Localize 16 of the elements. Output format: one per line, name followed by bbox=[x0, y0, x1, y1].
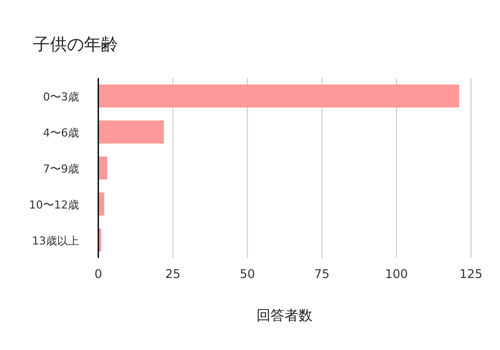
y-tick-label: 0〜3歳 bbox=[43, 90, 79, 104]
bar bbox=[98, 120, 164, 144]
x-tick-label: 0 bbox=[94, 267, 102, 281]
y-tick-label: 13歳以上 bbox=[32, 234, 79, 248]
chart-title: 子供の年齢 bbox=[33, 35, 118, 55]
x-tick-label: 125 bbox=[460, 267, 482, 281]
y-tick-label: 7〜9歳 bbox=[43, 162, 79, 176]
x-tick-label: 100 bbox=[385, 267, 408, 281]
y-tick-label: 10〜12歳 bbox=[29, 198, 79, 212]
bar bbox=[98, 192, 104, 216]
x-axis-title: 回答者数 bbox=[256, 308, 313, 324]
bar bbox=[98, 84, 460, 108]
x-tick-label: 50 bbox=[240, 267, 256, 281]
x-tick-label: 25 bbox=[165, 267, 180, 281]
x-tick-label: 75 bbox=[314, 267, 330, 281]
y-tick-label: 4〜6歳 bbox=[43, 126, 79, 140]
